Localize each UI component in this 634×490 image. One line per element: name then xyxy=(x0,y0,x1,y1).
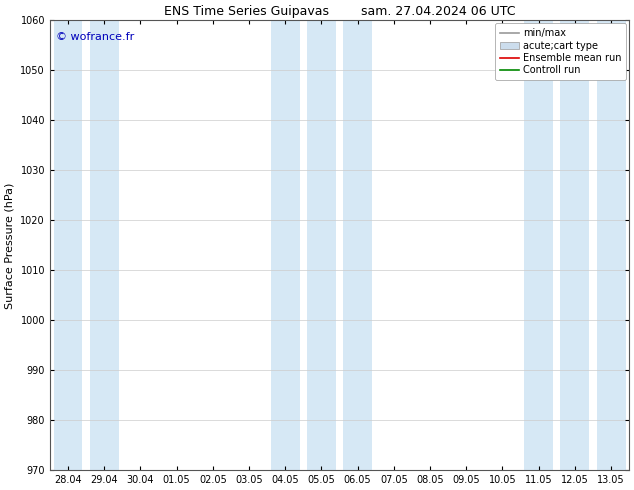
Bar xyxy=(560,21,590,470)
Text: © wofrance.fr: © wofrance.fr xyxy=(56,32,134,42)
Bar xyxy=(524,21,553,470)
Legend: min/max, acute;cart type, Ensemble mean run, Controll run: min/max, acute;cart type, Ensemble mean … xyxy=(495,24,626,80)
Bar xyxy=(307,21,336,470)
Bar xyxy=(343,21,372,470)
Bar xyxy=(597,21,626,470)
Y-axis label: Surface Pressure (hPa): Surface Pressure (hPa) xyxy=(5,182,15,309)
Title: ENS Time Series Guipavas        sam. 27.04.2024 06 UTC: ENS Time Series Guipavas sam. 27.04.2024… xyxy=(164,5,515,18)
Bar xyxy=(90,21,119,470)
Bar xyxy=(53,21,82,470)
Bar xyxy=(271,21,300,470)
